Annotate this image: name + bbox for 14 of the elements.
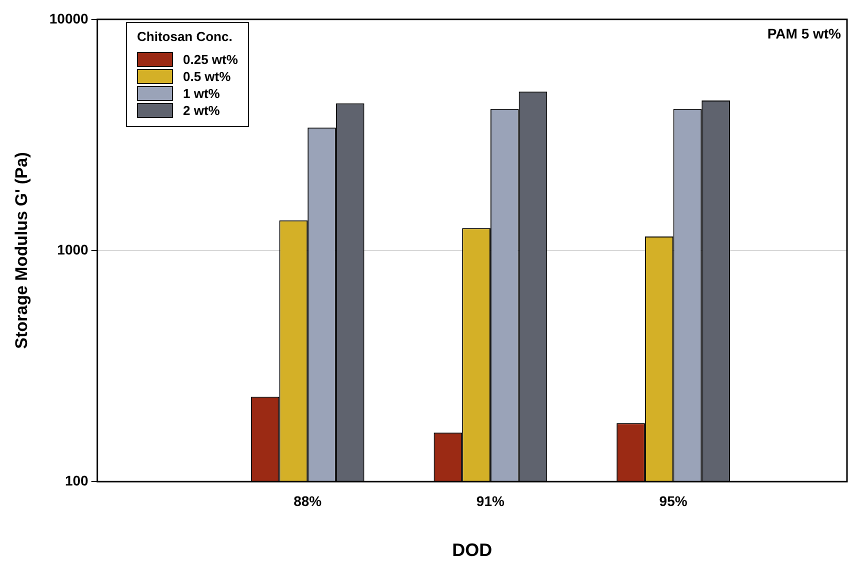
y-tick-label: 100 — [64, 472, 89, 488]
y-tick-label: 1000 — [57, 241, 89, 258]
x-axis-title: DOD — [452, 540, 492, 560]
annotation: PAM 5 wt% — [767, 25, 842, 42]
y-tick-label: 10000 — [49, 10, 89, 26]
legend-label: 1 wt% — [183, 86, 220, 101]
x-tick-label: 91% — [476, 492, 506, 509]
legend-title: Chitosan Conc. — [137, 29, 234, 44]
x-tick-label: 88% — [294, 492, 322, 509]
legend-label: 0.5 wt% — [183, 69, 231, 84]
legend-label: 2 wt% — [183, 103, 220, 118]
legend-label: 0.25 wt% — [183, 52, 238, 67]
x-tick-label: 95% — [659, 492, 688, 509]
y-axis-title: Storage Modulus G' (Pa) — [12, 152, 31, 349]
